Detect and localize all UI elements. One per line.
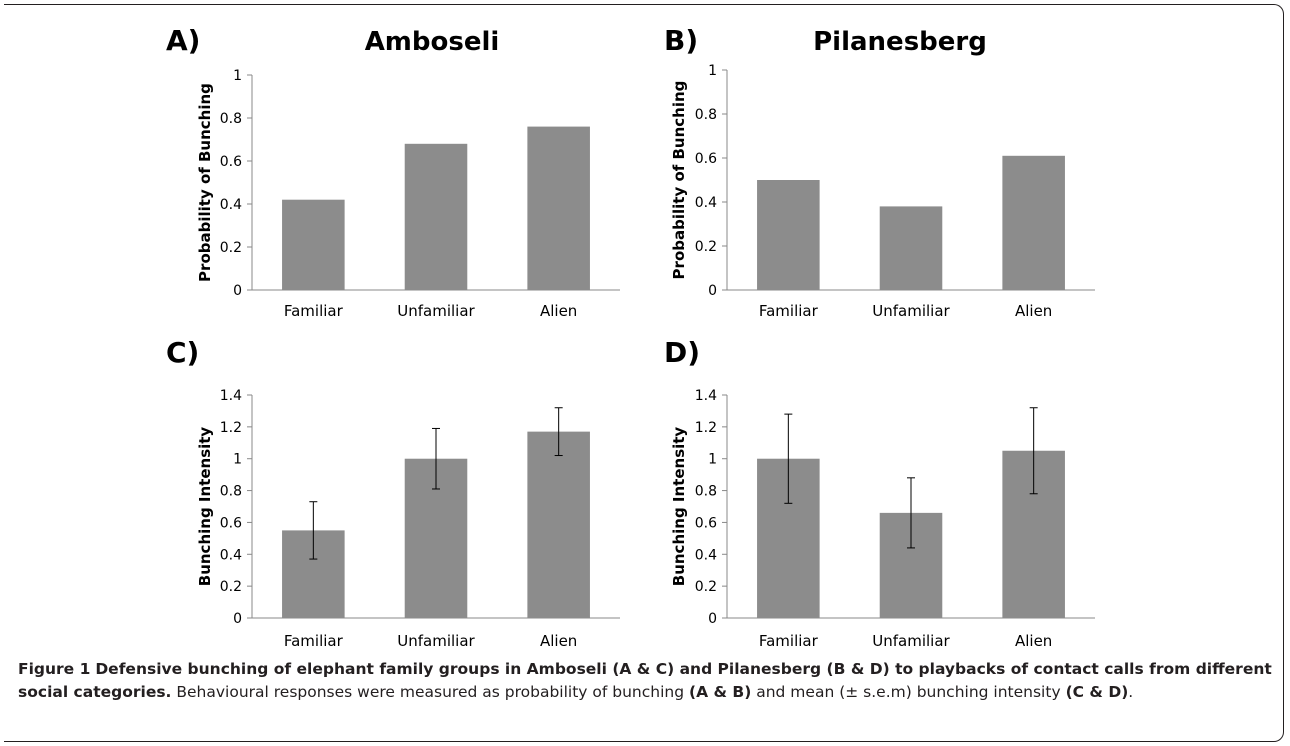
chart-1-category-label: Alien bbox=[540, 302, 577, 320]
chart-3-bar-alien bbox=[527, 431, 590, 618]
chart-3-y-tick-label: 0.8 bbox=[220, 484, 242, 500]
chart-4-y-tick-label: 0.8 bbox=[695, 484, 717, 500]
chart-4-y-tick-label: 0 bbox=[708, 611, 717, 627]
chart-3-panel-label: C) bbox=[166, 336, 199, 369]
chart-3-y-tick-label: 0.4 bbox=[220, 547, 242, 563]
chart-2-y-axis-label: Probability of Bunching bbox=[670, 81, 688, 280]
caption-bold-2: (C & D) bbox=[1065, 683, 1129, 701]
chart-1-bar-unfamiliar bbox=[404, 143, 468, 290]
chart-3-category-label: Familiar bbox=[284, 632, 344, 650]
chart-2-bar-familiar bbox=[757, 180, 820, 290]
chart-2-y-tick-label: 0.4 bbox=[695, 195, 717, 211]
chart-2-bar-unfamiliar bbox=[879, 206, 943, 290]
charts-canvas: A) Amboseli Probability of Bunching 0 0.2 0.4… bbox=[166, 24, 1095, 650]
chart-1-bar-alien bbox=[527, 126, 590, 290]
chart-3-y-tick-label: 1.2 bbox=[220, 420, 242, 436]
chart-4-y-tick-label: 1 bbox=[708, 452, 717, 468]
chart-3-category-label: Alien bbox=[540, 632, 577, 650]
chart-1-panel-label: A) bbox=[166, 24, 200, 57]
chart-2-title: Pilanesberg bbox=[813, 27, 987, 57]
chart-1-y-tick-label: 0.6 bbox=[220, 154, 242, 170]
chart-3-y-tick-label: 0 bbox=[233, 611, 242, 627]
caption-title: Defensive bunching of elephant family gr… bbox=[18, 660, 1272, 701]
chart-1-bar-familiar bbox=[282, 199, 345, 290]
chart-2-y-tick-label: 1 bbox=[708, 63, 717, 79]
chart-2-category-label: Alien bbox=[1015, 302, 1052, 320]
chart-1-y-tick-label: 0.8 bbox=[220, 111, 242, 127]
chart-2-category-label: Unfamiliar bbox=[872, 302, 950, 320]
figure-caption: Figure 1 Defensive bunching of elephant … bbox=[18, 658, 1280, 704]
caption-text-3: . bbox=[1128, 683, 1134, 701]
caption-text-2: and mean (± s.e.m) bunching intensity bbox=[756, 683, 1061, 701]
chart-1-category-label: Familiar bbox=[284, 302, 344, 320]
chart-3-y-tick-label: 1.4 bbox=[220, 388, 242, 404]
chart-1-y-axis-label: Probability of Bunching bbox=[196, 83, 214, 282]
chart-3-y-tick-label: 0.6 bbox=[220, 515, 242, 531]
chart-4-y-tick-label: 0.6 bbox=[695, 515, 717, 531]
chart-4-y-tick-label: 1.4 bbox=[695, 388, 717, 404]
caption-text-1: Behavioural responses were measured as p… bbox=[176, 683, 685, 701]
chart-4-category-label: Familiar bbox=[759, 632, 819, 650]
chart-1-category-label: Unfamiliar bbox=[397, 302, 475, 320]
chart-3-y-tick-label: 0.2 bbox=[220, 579, 242, 595]
chart-1-y-tick-label: 0 bbox=[233, 283, 242, 299]
chart-4-category-label: Unfamiliar bbox=[872, 632, 950, 650]
chart-4-panel-label: D) bbox=[664, 336, 700, 369]
chart-2-y-tick-label: 0.6 bbox=[695, 151, 717, 167]
chart-3-y-tick-label: 1 bbox=[233, 452, 242, 468]
chart-2-bar-alien bbox=[1002, 155, 1065, 290]
chart-4-y-tick-label: 0.4 bbox=[695, 547, 717, 563]
chart-4-category-label: Alien bbox=[1015, 632, 1052, 650]
chart-2-y-tick-label: 0.2 bbox=[695, 239, 717, 255]
caption-bold-1: (A & B) bbox=[688, 683, 752, 701]
figure-frame bbox=[4, 4, 1284, 742]
caption-label: Figure 1 bbox=[18, 660, 91, 678]
chart-1-y-tick-label: 0.2 bbox=[220, 240, 242, 256]
chart-2-category-label: Familiar bbox=[759, 302, 819, 320]
chart-1-title: Amboseli bbox=[365, 27, 500, 57]
chart-4-y-tick-label: 0.2 bbox=[695, 579, 717, 595]
chart-2-panel-label: B) bbox=[664, 24, 698, 57]
chart-3-category-label: Unfamiliar bbox=[397, 632, 475, 650]
chart-2-y-tick-label: 0 bbox=[708, 283, 717, 299]
chart-3-y-axis-label: Bunching Intensity bbox=[196, 427, 214, 587]
chart-1-y-tick-label: 0.4 bbox=[220, 197, 242, 213]
chart-4-y-axis-label: Bunching Intensity bbox=[670, 427, 688, 587]
chart-4-y-tick-label: 1.2 bbox=[695, 420, 717, 436]
chart-2-y-tick-label: 0.8 bbox=[695, 107, 717, 123]
chart-1-y-tick-label: 1 bbox=[233, 68, 242, 84]
